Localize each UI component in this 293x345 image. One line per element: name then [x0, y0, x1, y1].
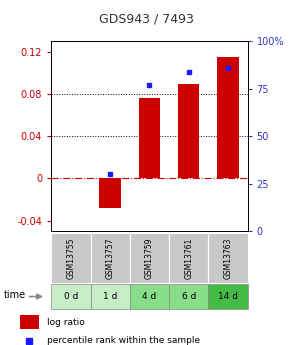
Bar [178, 83, 200, 178]
Text: GDS943 / 7493: GDS943 / 7493 [99, 12, 194, 25]
Bar [217, 57, 239, 178]
Bar [51, 233, 91, 283]
Bar [130, 233, 169, 283]
Text: log ratio: log ratio [47, 318, 85, 327]
Bar [208, 233, 248, 283]
Text: 14 d: 14 d [218, 292, 238, 301]
Text: 1 d: 1 d [103, 292, 117, 301]
Bar [91, 284, 130, 309]
Bar [208, 284, 248, 309]
Text: GSM13763: GSM13763 [224, 237, 232, 279]
Bar [99, 178, 121, 208]
Text: GSM13759: GSM13759 [145, 237, 154, 279]
Text: GSM13761: GSM13761 [184, 237, 193, 278]
Text: 0 d: 0 d [64, 292, 78, 301]
Bar [91, 233, 130, 283]
Text: GSM13755: GSM13755 [67, 237, 75, 279]
Text: GSM13757: GSM13757 [106, 237, 115, 279]
Bar [169, 233, 208, 283]
Text: 4 d: 4 d [142, 292, 156, 301]
Bar [130, 284, 169, 309]
Bar [139, 98, 160, 178]
Text: percentile rank within the sample: percentile rank within the sample [47, 336, 200, 345]
Bar [51, 284, 91, 309]
Text: time: time [4, 290, 26, 300]
Bar [169, 284, 208, 309]
Text: 6 d: 6 d [181, 292, 196, 301]
Bar [20, 315, 39, 329]
